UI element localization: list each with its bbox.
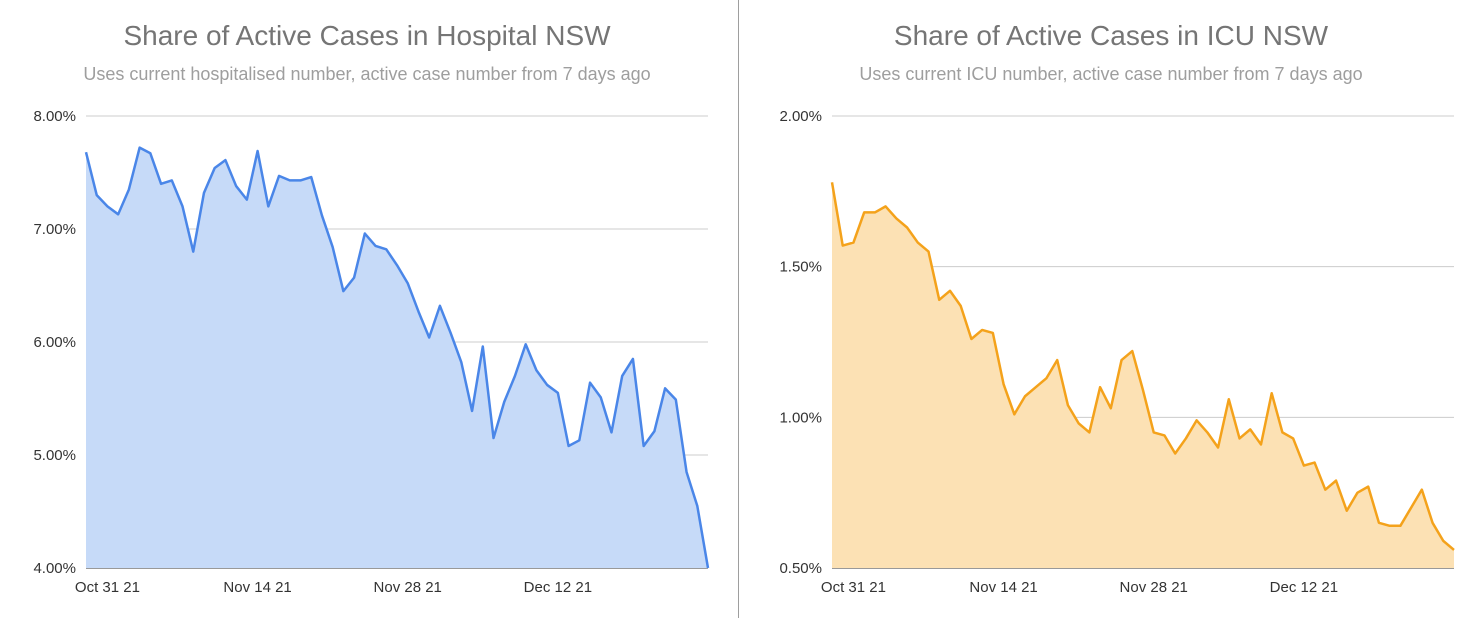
hospital-y-tick-label: 6.00% xyxy=(33,334,76,351)
hospital-x-tick-label: Nov 14 21 xyxy=(223,579,291,596)
hospital-y-tick-label: 7.00% xyxy=(33,221,76,238)
hospital-area-fill xyxy=(86,147,708,568)
icu-x-tick-label: Dec 12 21 xyxy=(1270,579,1338,596)
icu-chart-title: Share of Active Cases in ICU NSW xyxy=(893,20,1329,51)
icu-chart-plot: 0.50% 1.00% 1.50% 2.00% Oct 31 21 Nov 14 21 No… xyxy=(779,108,1455,596)
hospital-x-tick-label: Dec 12 21 xyxy=(524,579,592,596)
hospital-y-tick-label: 8.00% xyxy=(33,108,76,125)
icu-y-tick-label: 0.50% xyxy=(779,560,822,577)
icu-area-fill xyxy=(832,182,1454,569)
hospital-chart-plot: 4.00% 5.00% 6.00% 7.00% 8.00% Oct 31 21 Nov 14… xyxy=(33,108,710,596)
icu-chart-panel: Share of Active Cases in ICU NSW Uses cu… xyxy=(740,0,1482,618)
icu-y-tick-label: 1.00% xyxy=(779,409,822,426)
hospital-y-tick-label: 4.00% xyxy=(33,560,76,577)
icu-x-tick-label: Nov 14 21 xyxy=(969,579,1037,596)
icu-y-tick-label: 1.50% xyxy=(779,259,822,276)
hospital-y-tick-label: 5.00% xyxy=(33,447,76,464)
hospital-x-tick-label: Oct 31 21 xyxy=(75,579,140,596)
icu-y-tick-label: 2.00% xyxy=(779,108,822,125)
icu-chart-subtitle: Uses current ICU number, active case num… xyxy=(859,64,1363,84)
hospital-x-tick-label: Nov 28 21 xyxy=(374,579,442,596)
icu-series-line xyxy=(830,182,1455,551)
panel-divider xyxy=(738,0,739,618)
hospital-chart-subtitle: Uses current hospitalised number, active… xyxy=(83,64,651,84)
icu-x-tick-label: Oct 31 21 xyxy=(821,579,886,596)
hospital-series-line xyxy=(84,146,710,569)
hospital-chart-panel: Share of Active Cases in Hospital NSW Us… xyxy=(0,0,738,618)
icu-x-tick-label: Nov 28 21 xyxy=(1120,579,1188,596)
hospital-chart-title: Share of Active Cases in Hospital NSW xyxy=(123,20,611,51)
